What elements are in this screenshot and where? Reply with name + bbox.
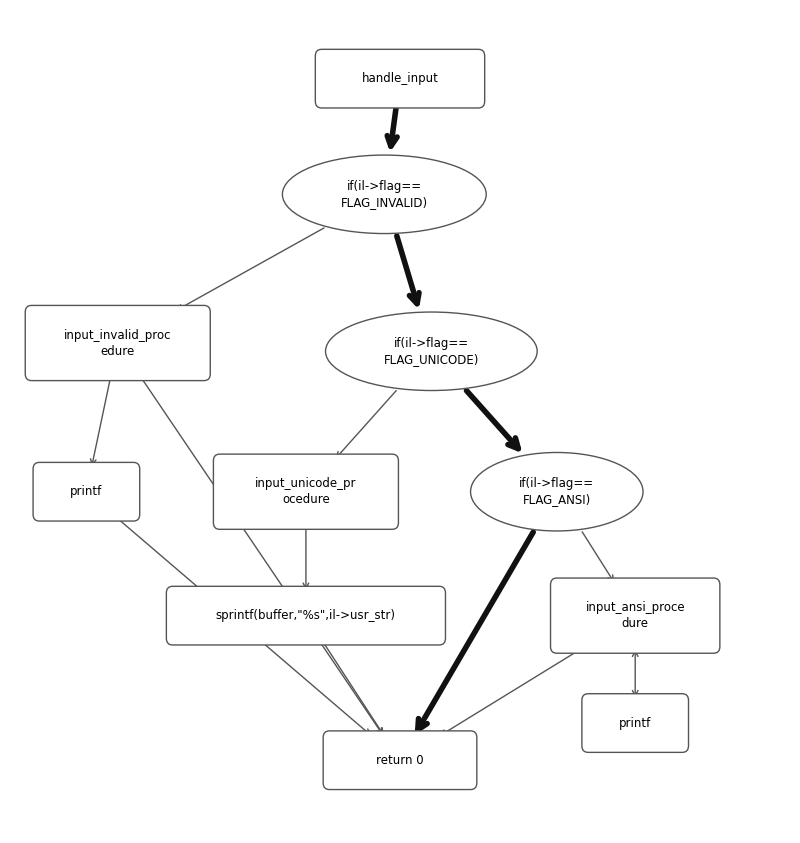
FancyBboxPatch shape [582, 694, 689, 752]
Ellipse shape [282, 155, 486, 234]
Text: return 0: return 0 [376, 754, 424, 767]
Ellipse shape [326, 312, 538, 390]
FancyBboxPatch shape [315, 50, 485, 108]
FancyBboxPatch shape [323, 731, 477, 790]
FancyBboxPatch shape [214, 454, 398, 529]
Text: sprintf(buffer,"%s",il->usr_str): sprintf(buffer,"%s",il->usr_str) [216, 609, 396, 622]
Text: handle_input: handle_input [362, 72, 438, 85]
FancyBboxPatch shape [550, 578, 720, 653]
FancyBboxPatch shape [33, 463, 140, 521]
Text: if(il->flag==
FLAG_UNICODE): if(il->flag== FLAG_UNICODE) [384, 336, 479, 366]
FancyBboxPatch shape [26, 305, 210, 380]
Text: printf: printf [619, 717, 651, 729]
Text: if(il->flag==
FLAG_INVALID): if(il->flag== FLAG_INVALID) [341, 180, 428, 209]
Ellipse shape [470, 453, 643, 531]
Text: printf: printf [70, 486, 102, 498]
Text: input_unicode_pr
ocedure: input_unicode_pr ocedure [255, 477, 357, 507]
Text: input_ansi_proce
dure: input_ansi_proce dure [586, 601, 685, 631]
Text: input_invalid_proc
edure: input_invalid_proc edure [64, 329, 171, 357]
Text: if(il->flag==
FLAG_ANSI): if(il->flag== FLAG_ANSI) [519, 477, 594, 507]
FancyBboxPatch shape [166, 587, 446, 645]
